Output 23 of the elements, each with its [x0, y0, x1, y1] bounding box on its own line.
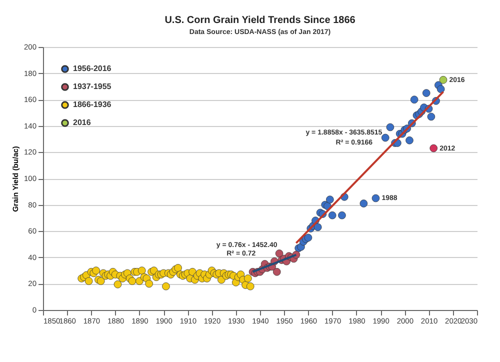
point	[436, 85, 445, 93]
point	[381, 134, 390, 142]
point	[328, 211, 336, 220]
point	[372, 194, 380, 202]
point	[427, 112, 436, 121]
legend-label: 1866-1936	[73, 100, 112, 109]
legend-label: 1956-2016	[73, 64, 112, 73]
legend-label: 2016	[73, 118, 92, 127]
point	[410, 96, 418, 104]
chart-title: U.S. Corn Grain Yield Trends Since 1866	[164, 15, 356, 26]
point	[272, 268, 281, 276]
point	[406, 136, 414, 144]
point	[314, 223, 322, 232]
point	[422, 89, 430, 97]
point	[439, 76, 448, 84]
point	[360, 200, 368, 208]
point	[326, 196, 334, 204]
point	[386, 123, 394, 132]
point	[275, 250, 284, 258]
point	[338, 211, 346, 220]
legend-label: 1937-1955	[73, 82, 112, 91]
point	[430, 144, 438, 152]
point	[304, 234, 312, 242]
